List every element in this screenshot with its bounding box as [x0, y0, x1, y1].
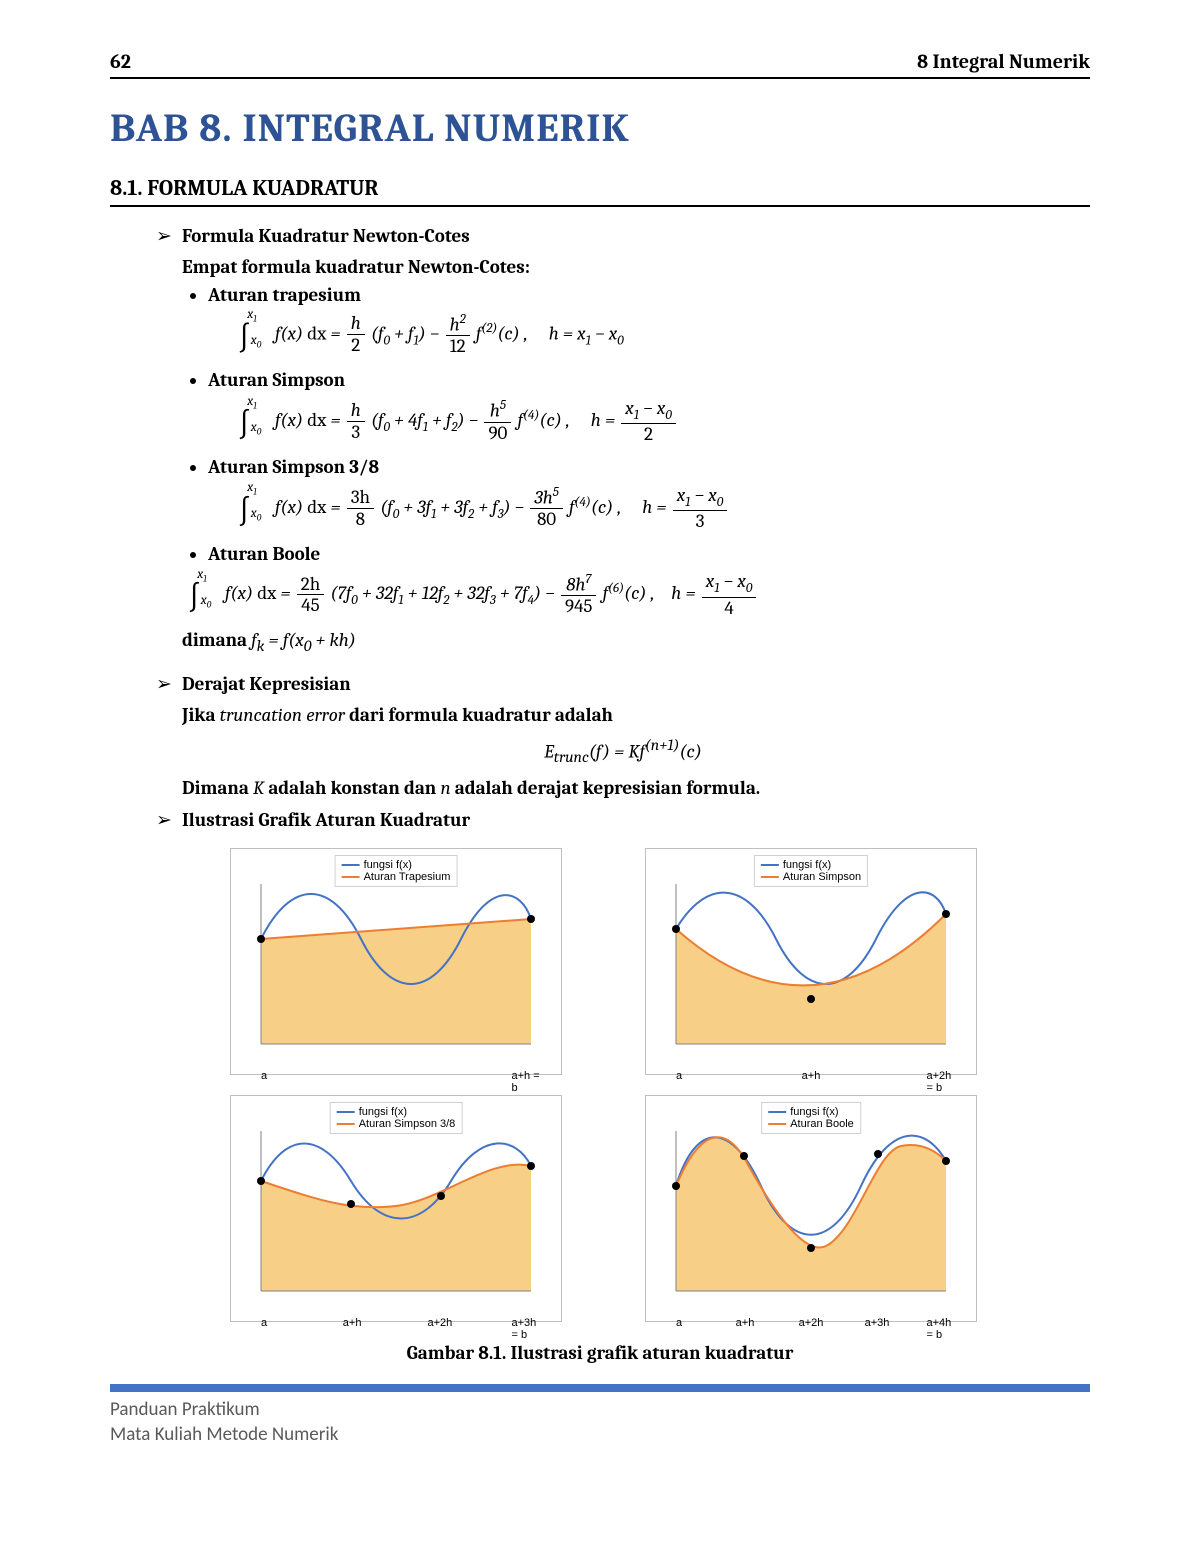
chart-legend: fungsi f(x) Aturan Simpson 3/8 — [330, 1102, 463, 1134]
rule-trapesium-label: Aturan trapesium — [208, 284, 361, 306]
dimana-note: dimana fk = f(x0 + kh) — [156, 627, 1090, 657]
precision-line1: Jika truncation error dari formula kuadr… — [156, 702, 1090, 729]
formula-boole: ∫x0x1 f(x) dx = 2h45 (7f0 + 32f1 + 12f2 … — [188, 571, 1090, 619]
page: 62 8 Integral Numerik BAB 8. INTEGRAL NU… — [0, 0, 1200, 1553]
formula-simpson38: ∫x0x1 f(x) dx = 3h8 (f0 + 3f1 + 3f2 + f3… — [238, 485, 1090, 533]
chart-3: fungsi f(x) Aturan Booleaa+ha+2ha+3ha+4h… — [645, 1095, 977, 1322]
figure-caption: Gambar 8.1. Ilustrasi grafik aturan kuad… — [110, 1342, 1090, 1364]
running-head: 8 Integral Numerik — [917, 50, 1090, 73]
page-header: 62 8 Integral Numerik — [110, 50, 1090, 79]
chart-legend: fungsi f(x) Aturan Simpson — [754, 855, 868, 887]
rule-boole: Aturan Boole ∫x0x1 f(x) dx = 2h45 (7f0 +… — [208, 541, 1090, 620]
item-newton-cotes: Formula Kuadratur Newton-Cotes — [156, 223, 1090, 250]
precision-formula: Etrunc(f) = Kf(n+1)(c) — [156, 734, 1090, 768]
formula-trapesium: ∫x0x1 f(x) dx = h2 (f0 + f1) − h212 f(2)… — [238, 313, 1090, 360]
item-precision: Derajat Kepresisian — [156, 671, 1090, 698]
section-title: 8.1. FORMULA KUADRATUR — [110, 175, 1090, 207]
rule-simpson-label: Aturan Simpson — [208, 369, 345, 391]
footer-text: Panduan Praktikum Mata Kuliah Metode Num… — [110, 1398, 1090, 1447]
chart-grid: fungsi f(x) Aturan Trapesiumaa+h = b fun… — [110, 838, 1090, 1332]
chart-1: fungsi f(x) Aturan Simpsonaa+ha+2h = b — [645, 848, 977, 1075]
chart-2: fungsi f(x) Aturan Simpson 3/8aa+ha+2ha+… — [230, 1095, 562, 1322]
page-number: 62 — [110, 50, 131, 73]
formula-simpson: ∫x0x1 f(x) dx = h3 (f0 + 4f1 + f2) − h59… — [238, 398, 1090, 446]
rule-trapesium: Aturan trapesium ∫x0x1 f(x) dx = h2 (f0 … — [208, 282, 1090, 359]
content-body: Formula Kuadratur Newton-Cotes Empat for… — [110, 223, 1090, 834]
chapter-title: BAB 8. INTEGRAL NUMERIK — [110, 105, 1090, 151]
chart-legend: fungsi f(x) Aturan Trapesium — [335, 855, 458, 887]
chart-0: fungsi f(x) Aturan Trapesiumaa+h = b — [230, 848, 562, 1075]
rule-simpson: Aturan Simpson ∫x0x1 f(x) dx = h3 (f0 + … — [208, 367, 1090, 446]
newton-cotes-intro: Empat formula kuadratur Newton-Cotes: — [156, 254, 1090, 281]
rule-simpson38: Aturan Simpson 3/8 ∫x0x1 f(x) dx = 3h8 (… — [208, 454, 1090, 533]
chart-legend: fungsi f(x) Aturan Boole — [761, 1102, 861, 1134]
footer-line1: Panduan Praktikum — [110, 1398, 1090, 1423]
precision-line2: Dimana K adalah konstan dan n adalah der… — [156, 775, 1090, 802]
rule-simpson38-label: Aturan Simpson 3/8 — [208, 456, 379, 478]
rule-boole-label: Aturan Boole — [208, 543, 320, 565]
item-illustration: Ilustrasi Grafik Aturan Kuadratur — [156, 807, 1090, 834]
footer-bar — [110, 1384, 1090, 1392]
footer-line2: Mata Kuliah Metode Numerik — [110, 1423, 1090, 1448]
